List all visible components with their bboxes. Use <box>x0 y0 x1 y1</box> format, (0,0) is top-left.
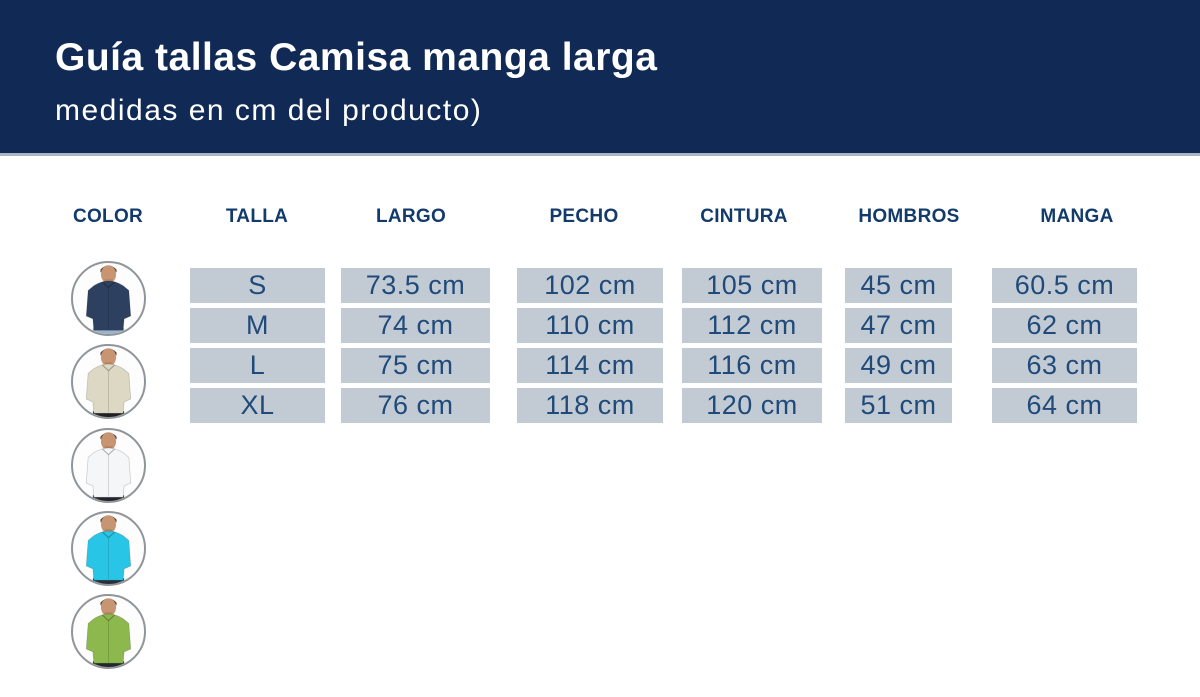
table-cell: 63 cm <box>992 348 1137 383</box>
page-subtitle: medidas en cm del producto) <box>55 94 483 127</box>
page-title: Guía tallas Camisa manga larga <box>55 36 658 79</box>
table-cell: 73.5 cm <box>341 268 490 303</box>
table-cell: 120 cm <box>682 388 822 423</box>
table-cell: 76 cm <box>341 388 490 423</box>
column-header-talla: TALLA <box>225 206 289 227</box>
shirt-swatch-beige <box>71 344 146 419</box>
table-cell-size: S <box>190 268 325 303</box>
column-header-cintura: CINTURA <box>700 206 788 227</box>
table-cell: 105 cm <box>682 268 822 303</box>
shirt-photo-icon <box>85 598 132 667</box>
table-cell-size: L <box>190 348 325 383</box>
table-cell: 49 cm <box>845 348 952 383</box>
table-cell: 75 cm <box>341 348 490 383</box>
column-header-hombros: HOMBROS <box>858 206 960 227</box>
table-cell: 110 cm <box>517 308 663 343</box>
table-cell-size: XL <box>190 388 325 423</box>
table-cell: 64 cm <box>992 388 1137 423</box>
table-cell: 112 cm <box>682 308 822 343</box>
shirt-swatch-navy <box>71 261 146 336</box>
shirt-photo-icon <box>85 515 132 584</box>
column-header-manga: MANGA <box>1040 206 1114 227</box>
table-cell: 102 cm <box>517 268 663 303</box>
table-cell: 114 cm <box>517 348 663 383</box>
shirt-swatch-white <box>71 428 146 503</box>
table-cell: 74 cm <box>341 308 490 343</box>
shirt-swatch-green <box>71 594 146 669</box>
shirt-photo-icon <box>85 348 132 417</box>
table-cell: 45 cm <box>845 268 952 303</box>
shirt-photo-icon <box>85 432 132 501</box>
table-cell-size: M <box>190 308 325 343</box>
shirt-photo-icon <box>85 265 132 334</box>
table-cell: 62 cm <box>992 308 1137 343</box>
table-cell: 51 cm <box>845 388 952 423</box>
header-banner: Guía tallas Camisa manga larga medidas e… <box>0 0 1200 156</box>
table-cell: 47 cm <box>845 308 952 343</box>
table-cell: 60.5 cm <box>992 268 1137 303</box>
column-header-largo: LARGO <box>375 206 447 227</box>
shirt-swatch-turquoise <box>71 511 146 586</box>
table-cell: 118 cm <box>517 388 663 423</box>
table-cell: 116 cm <box>682 348 822 383</box>
column-header-pecho: PECHO <box>549 206 619 227</box>
column-header-color: COLOR <box>72 206 144 227</box>
